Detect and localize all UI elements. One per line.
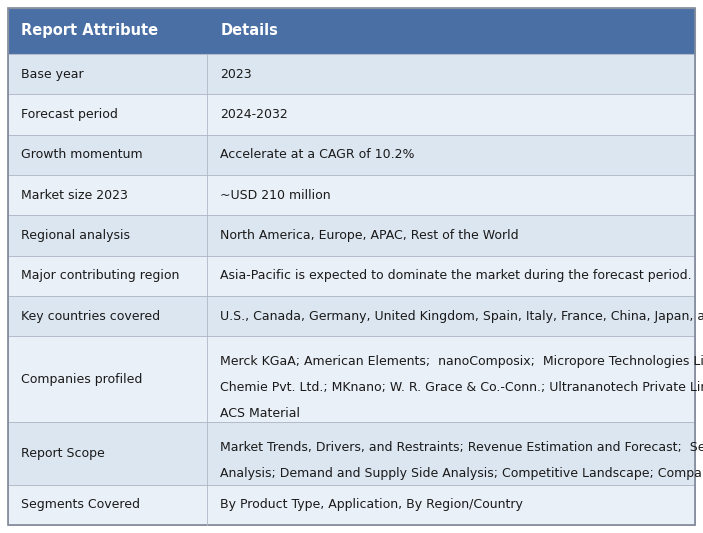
Text: Report Attribute: Report Attribute (21, 23, 158, 38)
Text: Segments Covered: Segments Covered (21, 498, 140, 511)
Bar (8, 256, 695, 296)
Text: Market Trends, Drivers, and Restraints; Revenue Estimation and Forecast;  Segmen: Market Trends, Drivers, and Restraints; … (220, 441, 703, 454)
Text: Forecast period: Forecast period (21, 108, 118, 121)
Text: Details: Details (220, 23, 278, 38)
Text: Analysis; Demand and Supply Side Analysis; Competitive Landscape; Company Profil: Analysis; Demand and Supply Side Analysi… (220, 467, 703, 480)
Bar (8, 215, 695, 256)
Bar (8, 336, 695, 422)
Text: Base year: Base year (21, 68, 84, 80)
Text: Asia-Pacific is expected to dominate the market during the forecast period.: Asia-Pacific is expected to dominate the… (220, 270, 692, 282)
Text: Companies profiled: Companies profiled (21, 373, 143, 386)
Text: ACS Material: ACS Material (220, 407, 300, 420)
Text: ~USD 210 million: ~USD 210 million (220, 189, 331, 201)
Bar (8, 54, 695, 94)
Text: 2024-2032: 2024-2032 (220, 108, 288, 121)
Text: Growth momentum: Growth momentum (21, 148, 143, 161)
Bar (8, 135, 695, 175)
Bar (8, 296, 695, 336)
Text: U.S., Canada, Germany, United Kingdom, Spain, Italy, France, China, Japan, and I: U.S., Canada, Germany, United Kingdom, S… (220, 310, 703, 323)
Text: Market size 2023: Market size 2023 (21, 189, 128, 201)
Bar (8, 175, 695, 215)
Text: Key countries covered: Key countries covered (21, 310, 160, 323)
Text: Report Scope: Report Scope (21, 447, 105, 460)
Text: North America, Europe, APAC, Rest of the World: North America, Europe, APAC, Rest of the… (220, 229, 519, 242)
Bar (8, 8, 695, 54)
Text: Major contributing region: Major contributing region (21, 270, 179, 282)
Text: Merck KGaA; American Elements;  nanoComposix;  Micropore Technologies Limited;  : Merck KGaA; American Elements; nanoCompo… (220, 355, 703, 368)
Text: Chemie Pvt. Ltd.; MKnano; W. R. Grace & Co.-Conn.; Ultrananotech Private Limited: Chemie Pvt. Ltd.; MKnano; W. R. Grace & … (220, 381, 703, 394)
Bar (8, 94, 695, 135)
Bar (8, 484, 695, 525)
Text: Regional analysis: Regional analysis (21, 229, 130, 242)
Bar (8, 422, 695, 484)
Text: By Product Type, Application, By Region/Country: By Product Type, Application, By Region/… (220, 498, 523, 511)
Text: Accelerate at a CAGR of 10.2%: Accelerate at a CAGR of 10.2% (220, 148, 415, 161)
Text: 2023: 2023 (220, 68, 252, 80)
